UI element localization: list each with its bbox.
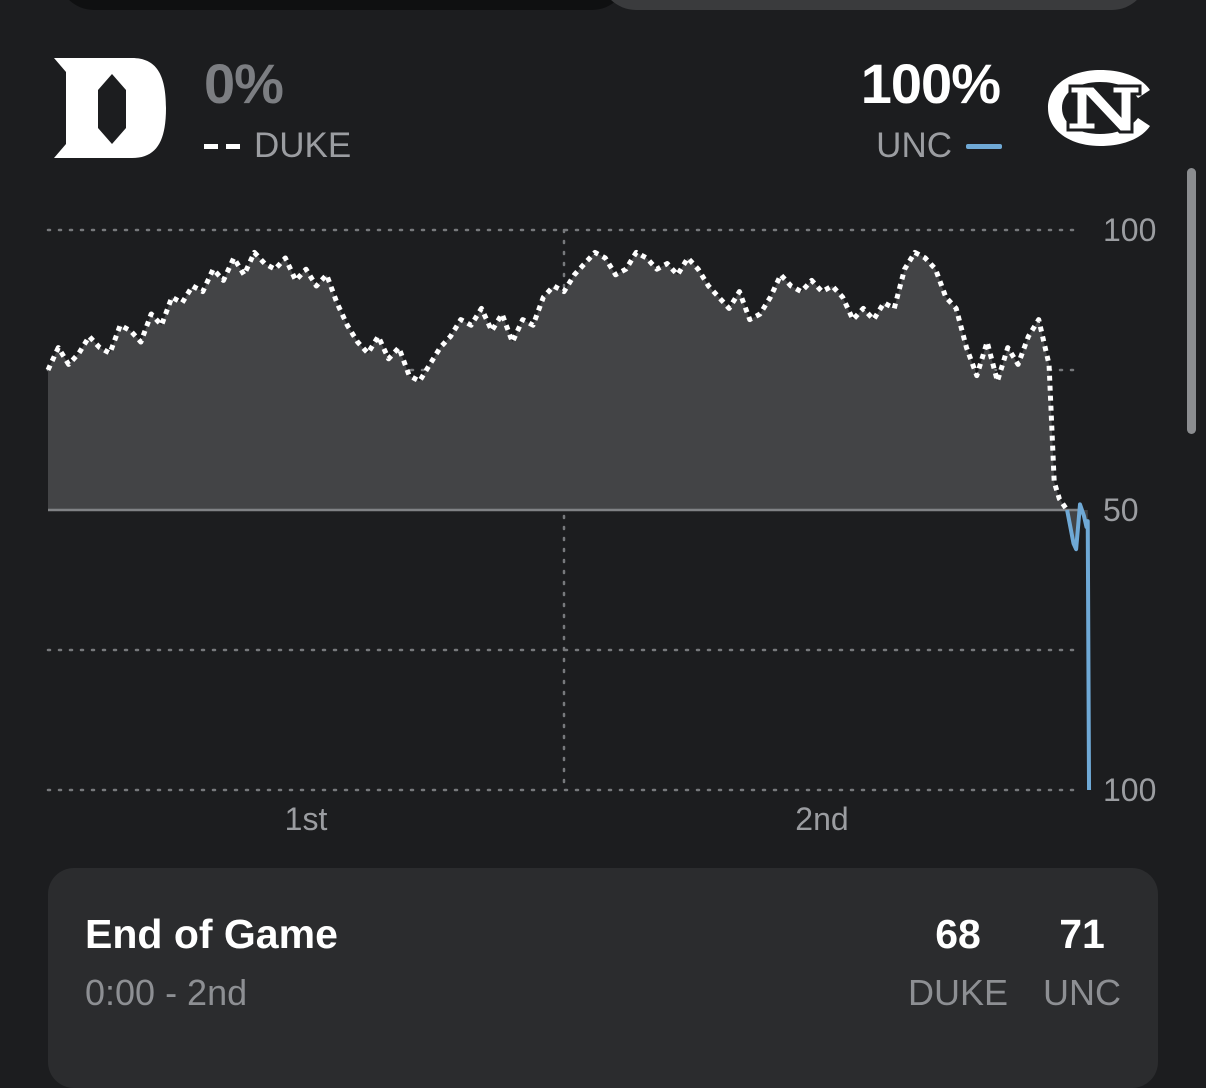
game-clock: 0:00 - 2nd bbox=[85, 972, 248, 1013]
y-tick-label: 100 bbox=[1103, 772, 1156, 808]
y-tick-label: 100 bbox=[1103, 212, 1156, 248]
win-prob-area bbox=[48, 252, 1088, 550]
duke-score: 68 bbox=[935, 911, 981, 957]
segment-tab-selected[interactable] bbox=[58, 0, 628, 10]
unc-score: 71 bbox=[1059, 911, 1105, 957]
unc-logo-icon bbox=[1048, 70, 1150, 146]
segment-tab[interactable] bbox=[600, 0, 1148, 10]
unc-legend-label: UNC bbox=[876, 126, 952, 165]
game-status-card: End of Game 0:00 - 2nd 68 71 DUKE UNC bbox=[48, 868, 1158, 1088]
unc-legend-swatch bbox=[966, 143, 1002, 149]
win-probability-chart: 100 50 100 1st 2nd bbox=[45, 212, 1156, 837]
game-status-title: End of Game bbox=[85, 911, 338, 957]
duke-win-pct: 0% bbox=[204, 52, 284, 115]
scrollbar[interactable] bbox=[1187, 168, 1196, 434]
series-line-unc bbox=[1065, 502, 1092, 791]
series-line-duke bbox=[45, 249, 1070, 512]
duke-legend-label: DUKE bbox=[254, 126, 352, 165]
duke-abbr: DUKE bbox=[907, 972, 1009, 1013]
duke-legend: DUKE bbox=[204, 126, 351, 166]
unc-abbr: UNC bbox=[1043, 972, 1121, 1013]
duke-logo-icon bbox=[54, 58, 166, 158]
duke-legend-swatch bbox=[204, 143, 240, 149]
unc-win-pct: 100% bbox=[860, 52, 1001, 115]
y-tick-label: 50 bbox=[1103, 492, 1139, 528]
unc-legend: UNC bbox=[876, 126, 1002, 166]
x-tick-label: 1st bbox=[285, 801, 328, 837]
x-tick-label: 2nd bbox=[795, 801, 848, 837]
